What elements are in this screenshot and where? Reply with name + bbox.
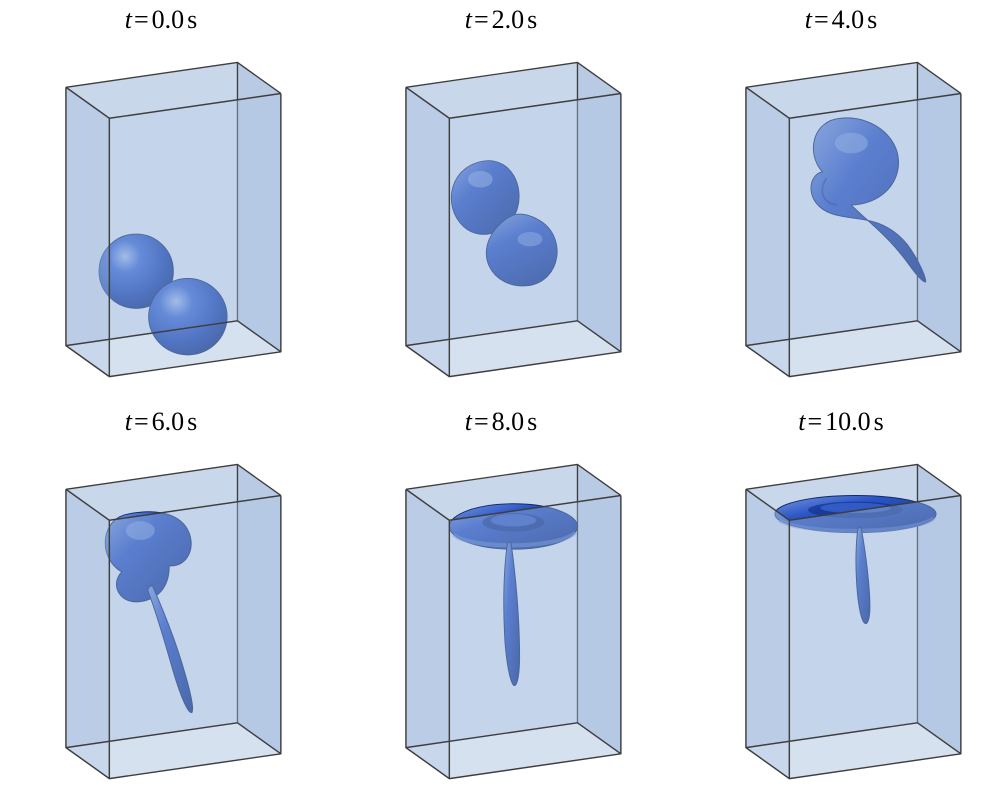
- panel-render-t0: [6, 39, 316, 392]
- panel-t2-value: 2.0: [492, 5, 525, 34]
- panel-title-t8: t=8.0s: [465, 406, 538, 437]
- panel-t2: t=2.0s: [346, 4, 656, 392]
- panel-t0-value: 0.0: [152, 5, 185, 34]
- panel-render-t6: [6, 441, 316, 794]
- panel-t6-value: 6.0: [152, 407, 185, 436]
- panel-title-t4: t=4.0s: [805, 4, 878, 35]
- panel-t6: t=6.0s: [6, 406, 316, 794]
- panel-t10: t=10.0s: [686, 406, 996, 794]
- panel-render-t2: [346, 39, 656, 392]
- panel-title-t2: t=2.0s: [465, 4, 538, 35]
- panel-title-t6: t=6.0s: [125, 406, 198, 437]
- panel-title-t0: t=0.0s: [125, 4, 198, 35]
- panel-t0: t=0.0s: [6, 4, 316, 392]
- panel-t4-value: 4.0: [832, 5, 865, 34]
- panel-render-t4: [686, 39, 996, 392]
- panel-t10-value: 10.0: [825, 407, 871, 436]
- panel-title-t10: t=10.0s: [798, 406, 884, 437]
- panel-render-t10: [686, 441, 996, 794]
- panel-t4: t=4.0s: [686, 4, 996, 392]
- panel-t8: t=8.0s: [346, 406, 656, 794]
- panel-render-t8: [346, 441, 656, 794]
- simulation-figure: t=0.0s: [0, 0, 1002, 802]
- panel-t8-value: 8.0: [492, 407, 525, 436]
